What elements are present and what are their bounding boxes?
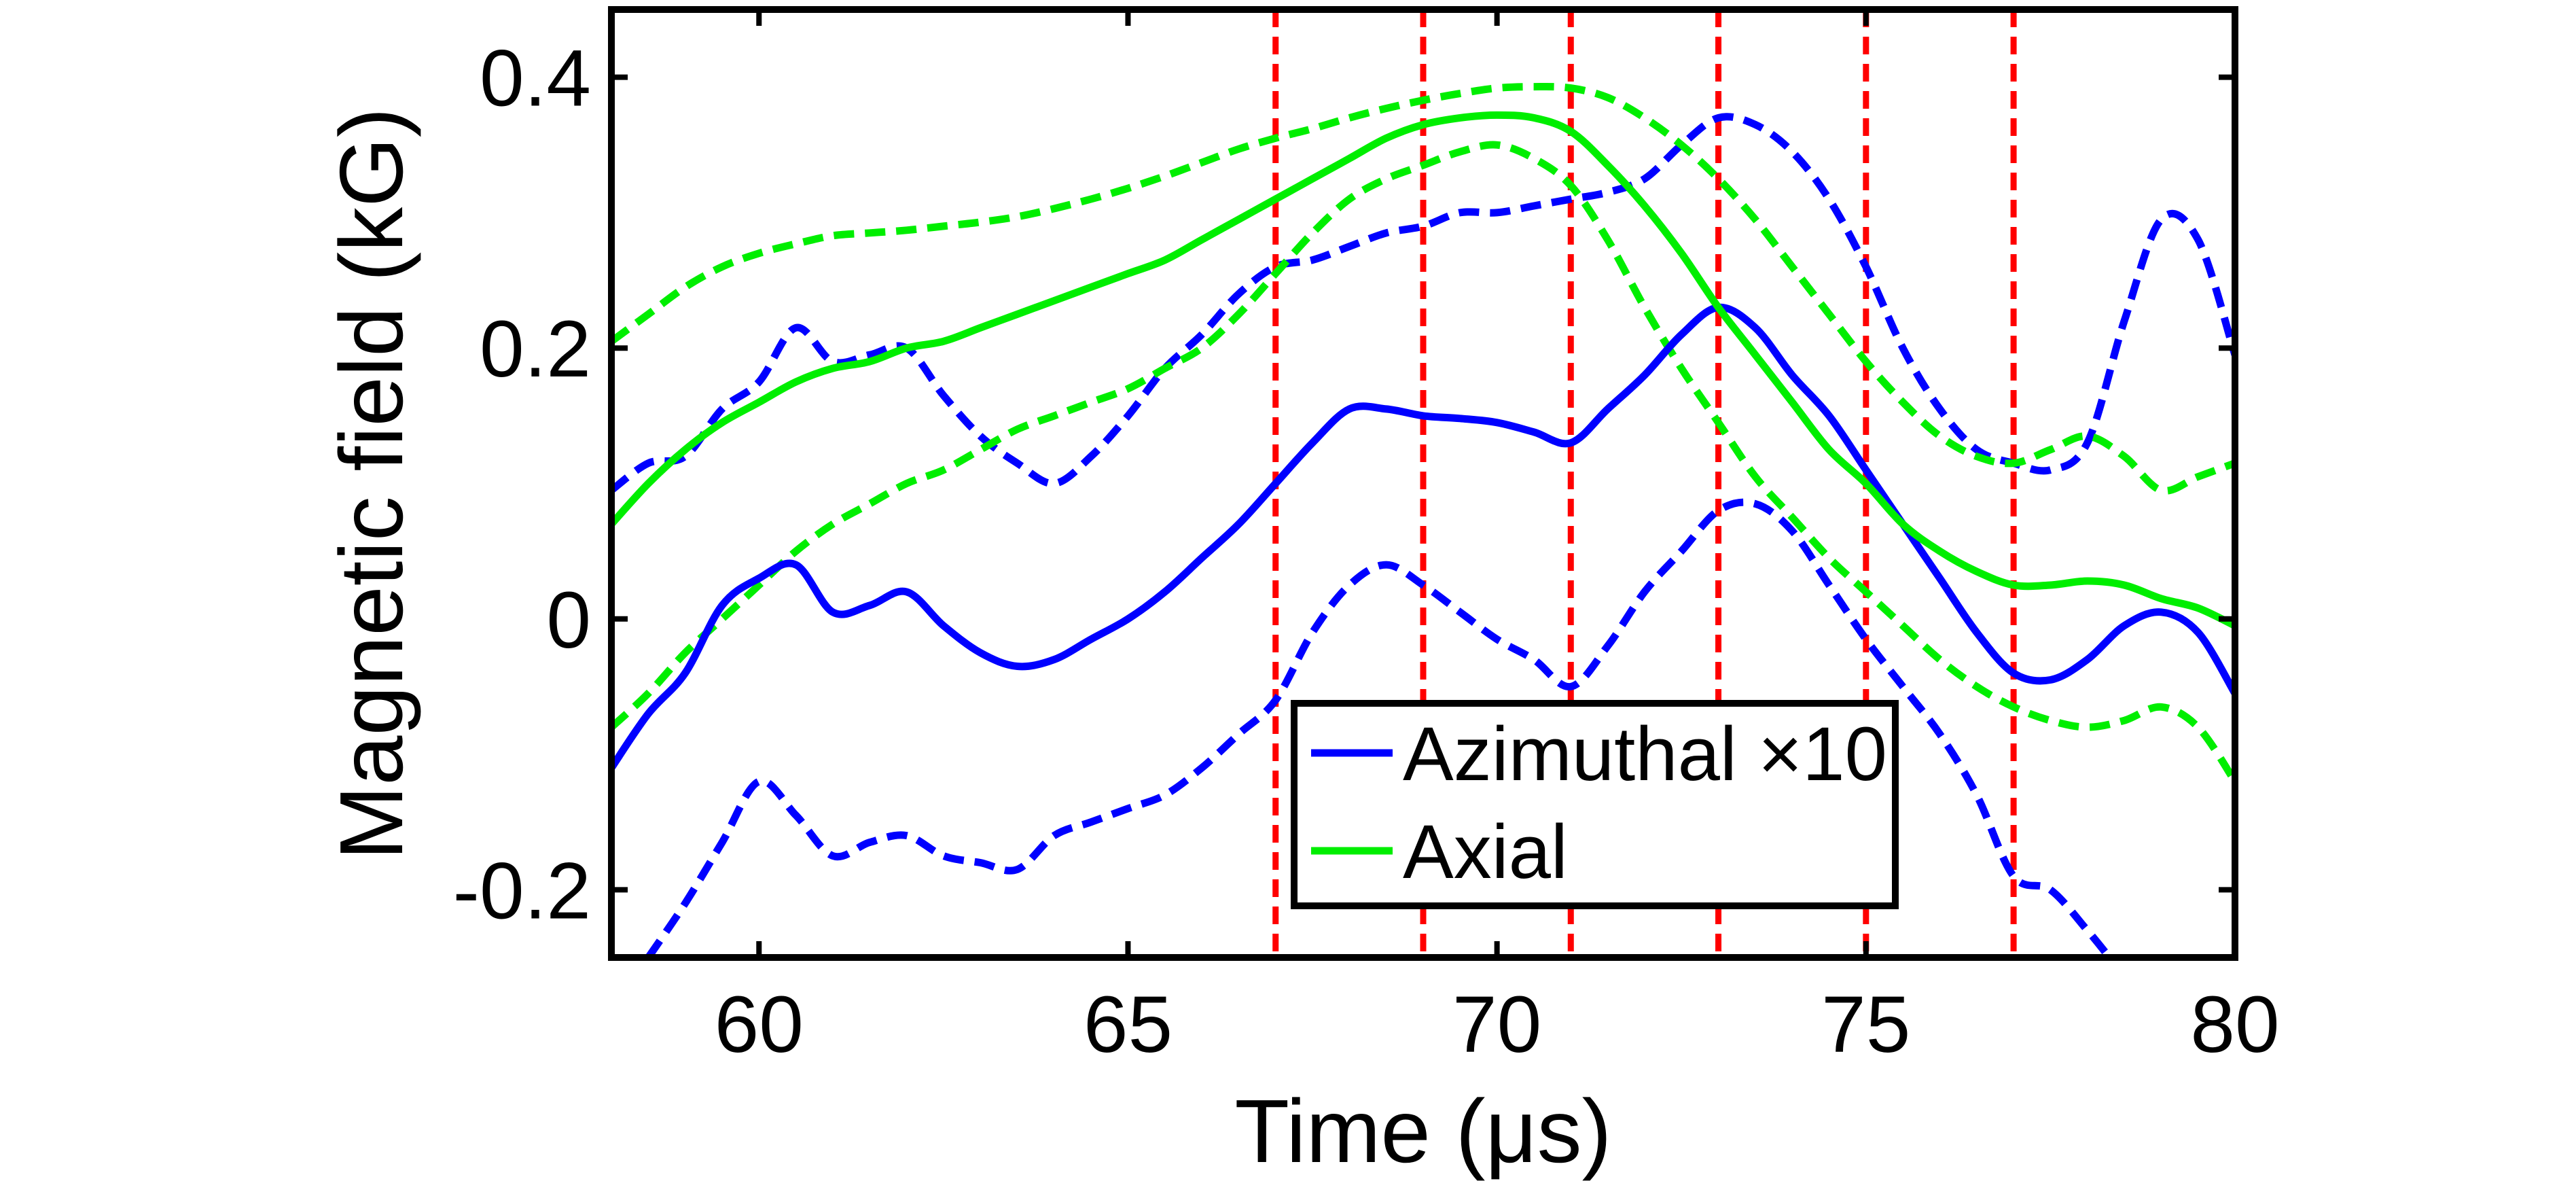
- series-line-3-solid: [611, 111, 2235, 629]
- series-line-5-dashed: [611, 141, 2235, 784]
- x-tick-label: 65: [1084, 980, 1173, 1070]
- y-tick-label: 0.2: [480, 304, 591, 394]
- series-layer: [611, 83, 2235, 957]
- legend-label-azimuthal: Azimuthal ×10: [1403, 711, 1887, 796]
- y-tick-label: -0.2: [453, 846, 591, 936]
- plot-frame: [608, 6, 2238, 961]
- legend-box: [1291, 700, 1899, 909]
- y-axis-label: Magnetic field (kG): [321, 107, 421, 860]
- legend-label-axial: Axial: [1403, 809, 1568, 894]
- ticks-layer: [611, 10, 2238, 957]
- legend: Azimuthal ×10 Axial: [1291, 700, 1899, 909]
- x-tick-label: 80: [2190, 980, 2279, 1070]
- x-tick-label: 60: [715, 980, 804, 1070]
- series-line-2-dashed: [645, 498, 2113, 957]
- x-tick-label: 75: [1821, 980, 1910, 1070]
- x-axis-label: Time (μs): [1234, 1081, 1611, 1181]
- y-tick-label: 0: [546, 576, 591, 665]
- series-line-4-dashed: [611, 83, 2235, 495]
- x-tick-label: 70: [1452, 980, 1541, 1070]
- series-line-0-solid: [611, 303, 2235, 771]
- tick-labels-layer: 60 65 70 75 80 -0.2 0 0.2 0.4: [453, 34, 2280, 1070]
- series-line-1-dashed: [611, 113, 2235, 493]
- y-tick-label: 0.4: [480, 34, 591, 124]
